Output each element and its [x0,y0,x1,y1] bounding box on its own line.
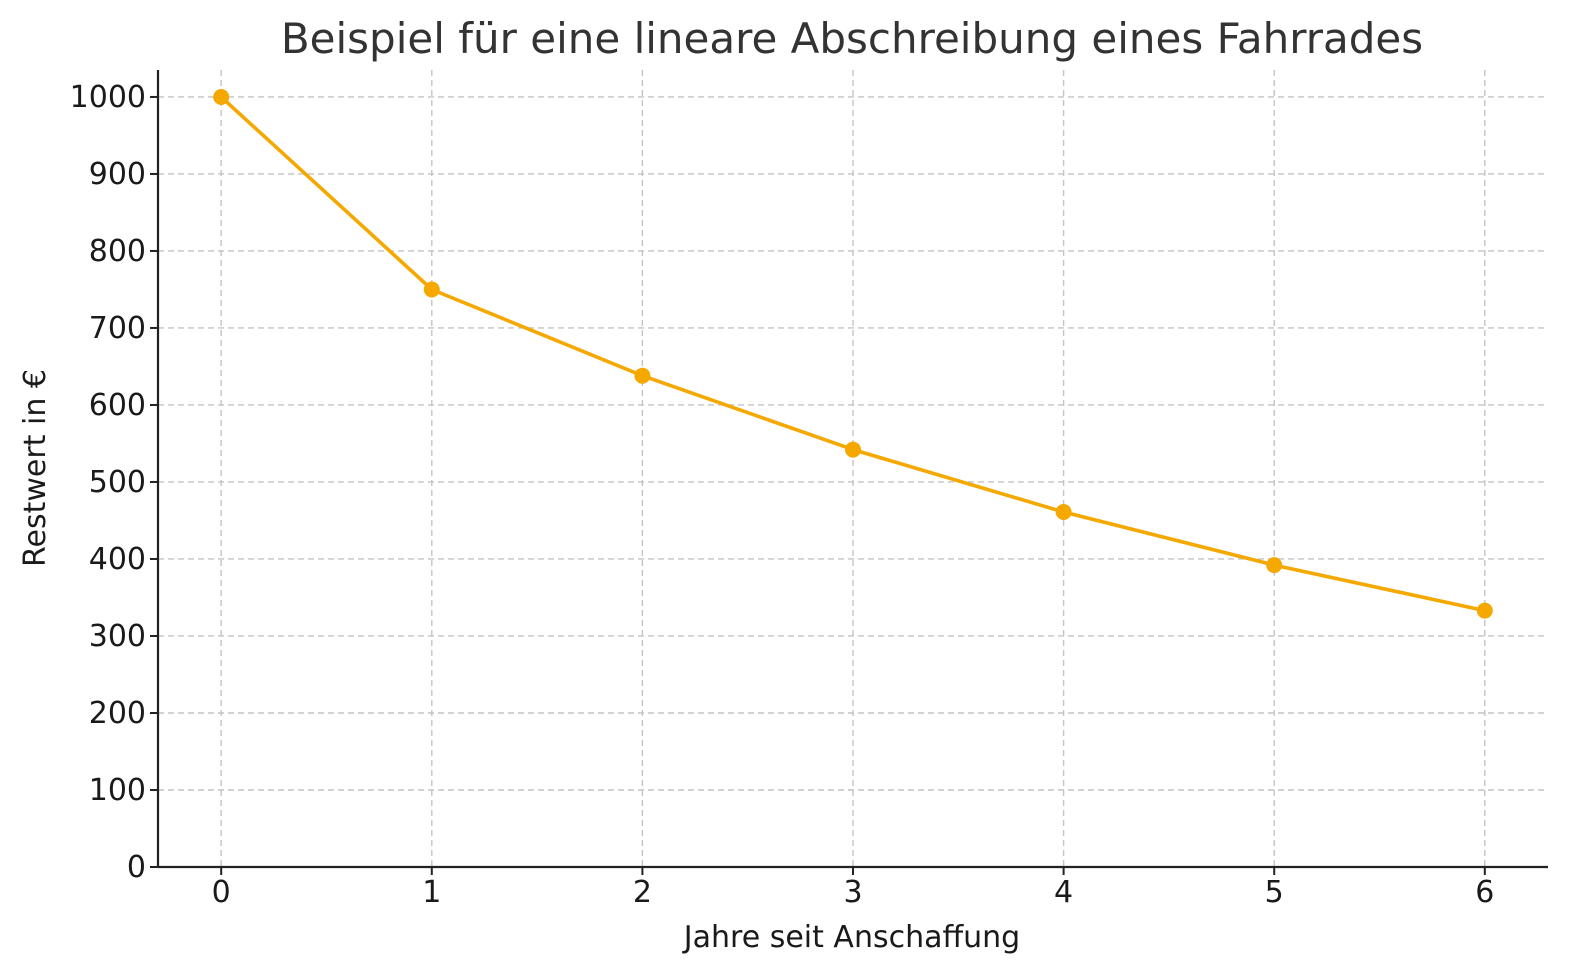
x-tick-label: 6 [1475,875,1494,910]
y-tick-label: 800 [89,234,146,269]
y-tick-label: 1000 [70,80,146,115]
axes [150,70,1548,875]
data-point [634,367,651,384]
x-tick-label: 3 [843,875,862,910]
chart-title: Beispiel für eine lineare Abschreibung e… [281,14,1423,63]
y-tick-label: 700 [89,311,146,346]
x-tick-label: 5 [1265,875,1284,910]
tick-labels: 0 1 2 3 4 5 6 0 100 200 300 400 500 600 700 800 900 1000 [70,80,1495,910]
series [213,89,1493,619]
data-point [213,89,230,105]
grid [158,70,1548,867]
x-tick-label: 4 [1054,875,1073,910]
y-tick-label: 200 [89,696,146,731]
y-tick-label: 100 [89,773,146,808]
x-tick-label: 1 [422,875,441,910]
y-tick-label: 0 [127,850,146,885]
data-point [423,281,440,298]
y-tick-label: 500 [89,465,146,500]
y-tick-label: 400 [89,542,146,577]
data-point [1476,602,1493,619]
data-point [1266,557,1283,574]
x-axis-label: Jahre seit Anschaffung [682,920,1020,955]
x-tick-label: 0 [212,875,231,910]
y-tick-label: 300 [89,619,146,654]
x-tick-label: 2 [633,875,652,910]
data-point [845,441,861,458]
y-tick-label: 600 [89,388,146,423]
y-tick-label: 900 [89,157,146,192]
y-axis-label: Restwert in € [18,369,53,567]
data-point [1055,504,1072,520]
